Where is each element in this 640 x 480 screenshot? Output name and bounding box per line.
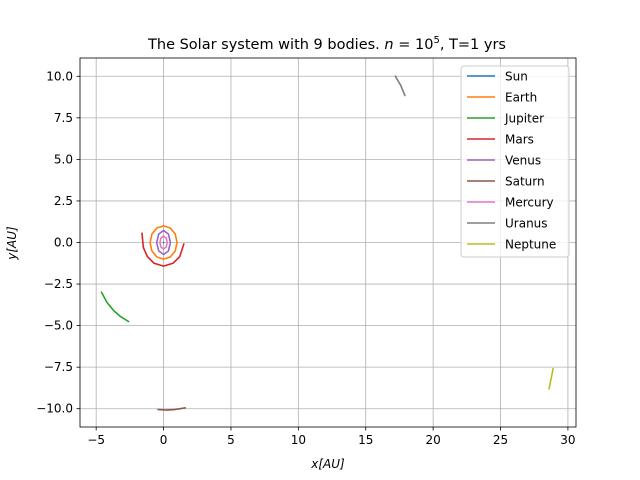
legend-label-sun: Sun [505,70,528,84]
legend-label-uranus: Uranus [505,217,548,231]
x-axis-label: x[AU] [310,457,345,471]
series-line-neptune [548,367,555,390]
chart-title: The Solar system with 9 bodies. n = 105,… [147,35,506,53]
legend-label-mars: Mars [505,133,534,147]
x-tick-label: 10 [291,433,306,447]
grid-lines [80,58,576,427]
title-n-variable: n [384,37,393,53]
y-tick-label: −5.0 [44,319,73,333]
series-line-jupiter [100,291,130,323]
series-line-uranus [394,75,406,97]
series-line-venus [155,229,172,256]
legend-label-saturn: Saturn [505,175,545,189]
y-axis-label: y[AU] [5,226,19,261]
x-tick-label: 30 [560,433,575,447]
legend-label-venus: Venus [505,154,541,168]
series-lines [100,75,555,411]
legend-label-earth: Earth [505,91,537,105]
y-tick-label: −10.0 [36,402,73,416]
x-tick-label: 5 [227,433,235,447]
x-tick-label: 15 [358,433,373,447]
x-tick-label: 20 [425,433,440,447]
y-tick-label: −7.5 [44,360,73,374]
series-line-mercury [159,234,168,250]
x-tick-label: 25 [493,433,508,447]
legend-label-neptune: Neptune [505,238,556,252]
title-equals: = 10 [394,37,434,53]
y-tick-label: 7.5 [54,111,73,125]
y-tick-label: 10.0 [46,69,73,83]
series-line-mars [141,232,185,267]
title-suffix: , T=1 yrs [440,37,506,53]
legend-label-jupiter: Jupiter [504,112,544,126]
y-tick-label: −2.5 [44,277,73,291]
legend-frame [460,65,570,258]
series-line-saturn [157,406,187,411]
title-exponent: 5 [433,35,439,46]
series-line-earth [149,224,178,260]
x-tick-label: 0 [160,433,168,447]
legend: Sun Earth Jupiter Mars Venus Saturn Mercury Ura… [460,65,570,258]
y-tick-label: 0.0 [54,236,73,250]
title-prefix: The Solar system with 9 bodies. [147,37,384,53]
legend-label-mercury: Mercury [505,196,554,210]
y-tick-label: 2.5 [54,194,73,208]
axis-ticks: −5 0 5 10 15 20 25 30 −10.0 −7.5 −5.0 −2.5 0.0 2.5 5.0… [36,69,575,447]
y-tick-label: 5.0 [54,152,73,166]
x-tick-label: −5 [87,433,105,447]
